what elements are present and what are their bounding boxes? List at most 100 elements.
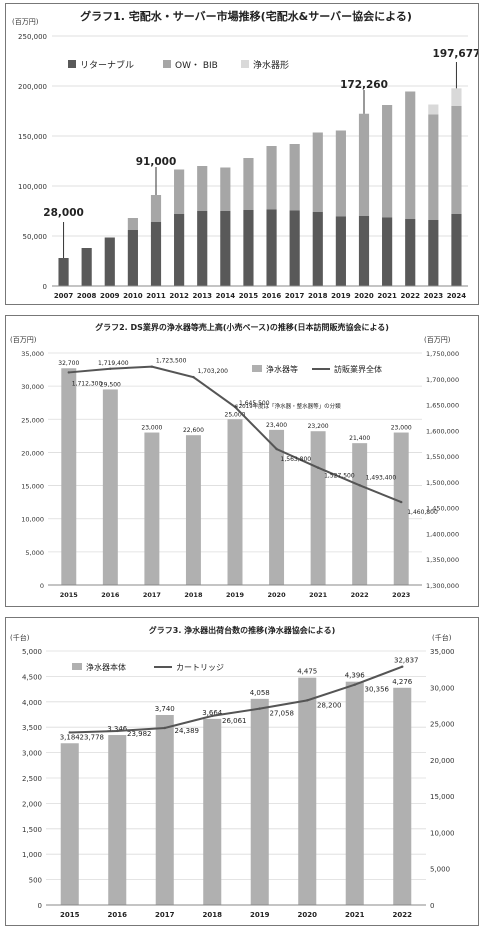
bar-data-label: 23,200 [308, 423, 329, 430]
x-tick-label: 2016 [262, 292, 282, 300]
y-tick-label-left: 0 [40, 582, 44, 590]
x-tick-label: 2023 [392, 591, 410, 599]
x-tick-label: 2022 [351, 591, 369, 599]
bar-data-label: 3,346 [107, 725, 128, 733]
bar-リターナブル [127, 230, 138, 286]
line-point [68, 731, 71, 734]
bar-リターナブル [266, 209, 277, 286]
x-tick-label: 2017 [285, 292, 305, 300]
y-tick-label-left: 15,000 [21, 483, 44, 491]
legend-label: 浄水器形 [253, 59, 289, 71]
y-tick-label-right: 30,000 [430, 684, 455, 692]
bar-OW・ BIB [289, 144, 300, 211]
bar-リターナブル [197, 211, 208, 286]
line-data-label: 26,061 [222, 717, 247, 725]
y-tick-label-right: 1,650,000 [426, 402, 459, 410]
bar-data-label: 23,400 [266, 422, 287, 429]
bar-OW・ BIB [197, 166, 208, 211]
y-tick-label-left: 4,500 [22, 673, 42, 681]
y-tick-label-left: 10,000 [21, 516, 44, 524]
bar-浄水器等 [102, 389, 118, 585]
bar-浄水器等 [352, 443, 368, 585]
y-tick-label-left: 1,000 [22, 851, 42, 859]
x-tick-label: 2019 [226, 591, 245, 599]
bar-OW・ BIB [174, 169, 185, 214]
y-tick-label-left: 500 [29, 877, 42, 885]
x-tick-label: 2018 [308, 292, 328, 300]
x-tick-label: 2017 [155, 911, 175, 919]
line-data-label: 1,723,500 [156, 358, 187, 365]
bar-OW・ BIB [451, 106, 462, 214]
x-tick-label: 2008 [77, 292, 97, 300]
line-data-label: 1,719,400 [98, 360, 129, 367]
bar-リターナブル [220, 211, 231, 286]
bar-data-label: 4,276 [392, 678, 413, 686]
y-tick-label-right: 1,700,000 [426, 376, 459, 384]
line-カートリッジ [69, 665, 403, 734]
line-data-label: 1,460,800 [407, 509, 438, 516]
bar-浄水器本体 [108, 735, 127, 905]
x-tick-label: 2015 [239, 292, 259, 300]
y-tick-label-left: 0 [38, 902, 42, 910]
x-tick-label: 2009 [100, 292, 120, 300]
y-tick-label-right: 35,000 [430, 648, 455, 656]
chart-note: ※2019年度は「浄水器・整水器等」の分類 [234, 402, 341, 410]
bar-リターナブル [58, 258, 69, 286]
line-data-label: 1,493,400 [366, 474, 397, 481]
x-tick-label: 2013 [192, 292, 212, 300]
chart-panel-2: グラフ2. DS業界の浄水器等売上高(小売ベース)の推移(日本訪問販売協会による… [5, 315, 479, 607]
annotation-label: 91,000 [136, 156, 177, 168]
legend-label: 訪販業界全体 [334, 364, 382, 374]
bar-OW・ BIB [428, 114, 439, 220]
bar-OW・ BIB [127, 218, 138, 230]
y-tick-label-right: 1,600,000 [426, 427, 459, 435]
y-tick-label-left: 4,000 [22, 699, 42, 707]
chart-title: グラフ3. 浄水器出荷台数の推移(浄水器協会による) [149, 625, 335, 635]
line-point [258, 707, 261, 710]
x-tick-label: 2024 [447, 292, 467, 300]
bar-リターナブル [358, 216, 370, 286]
bar-data-label: 23,000 [141, 425, 162, 432]
bar-リターナブル [81, 248, 92, 286]
x-tick-label: 2011 [146, 292, 166, 300]
x-tick-label: 2019 [331, 292, 351, 300]
bar-OW・ BIB [382, 105, 393, 218]
bar-浄水器等 [227, 419, 243, 585]
line-data-label: 1,563,800 [281, 456, 312, 463]
y-tick-label-right: 15,000 [430, 793, 455, 801]
y-tick-label-right: 1,300,000 [426, 582, 459, 590]
bar-OW・ BIB [358, 113, 370, 216]
y-tick-label-left: 3,000 [22, 750, 42, 758]
y-axis-unit-left: (千台) [10, 633, 30, 642]
legend-label: カートリッジ [176, 663, 224, 672]
line-point [400, 500, 403, 504]
line-data-label: 27,058 [270, 710, 295, 718]
line-point [163, 726, 166, 730]
annotation-label: 172,260 [340, 79, 388, 91]
bar-浄水器本体 [250, 698, 269, 905]
bar-OW・ BIB [243, 158, 254, 210]
bar-OW・ BIB [405, 91, 416, 219]
x-tick-label: 2021 [309, 591, 328, 599]
x-tick-label: 2020 [354, 292, 374, 300]
bar-line-chart: グラフ3. 浄水器出荷台数の推移(浄水器協会による) (千台) (千台) 0 500 1,… [10, 625, 455, 919]
legend-swatch [241, 60, 249, 68]
line-data-label: 24,389 [175, 727, 200, 735]
line-point [109, 367, 112, 370]
y-axis-unit: (百万円) [12, 18, 39, 26]
y-tick-label-right: 20,000 [430, 757, 455, 765]
y-axis-unit-left: (百万円) [10, 336, 37, 344]
x-tick-label: 2014 [216, 292, 236, 300]
legend-label: OW・ BIB [175, 61, 218, 71]
bar-リターナブル [382, 217, 393, 286]
bar-line-chart: グラフ2. DS業界の浄水器等売上高(小売ベース)の推移(日本訪問販売協会による… [10, 322, 459, 599]
y-tick-label-left: 5,000 [25, 549, 44, 557]
y-axis-unit-right: (千台) [432, 633, 452, 642]
annotation-label: 28,000 [43, 207, 84, 219]
bar-リターナブル [428, 220, 439, 286]
bar-OW・ BIB [312, 132, 323, 212]
y-tick-label-right: 1,350,000 [426, 556, 459, 564]
bar-リターナブル [312, 212, 323, 286]
y-tick-label-left: 20,000 [21, 449, 44, 457]
bar-リターナブル [335, 216, 346, 286]
